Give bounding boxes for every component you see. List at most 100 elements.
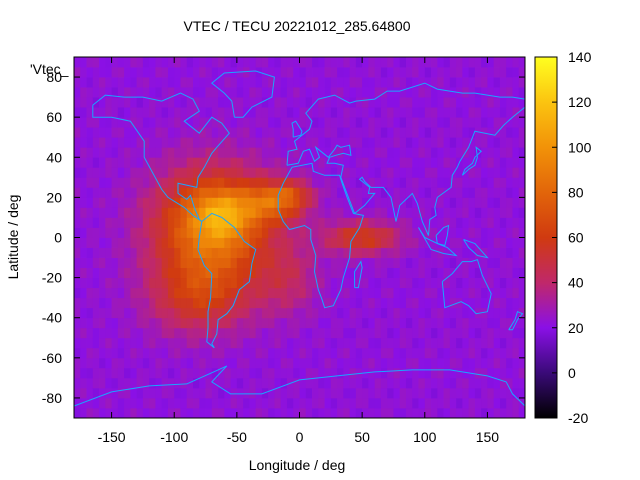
- heatmap-cell: [211, 357, 219, 369]
- heatmap-cell: [149, 187, 156, 198]
- heatmap-cell: [180, 257, 188, 268]
- heatmap-cell: [280, 207, 288, 218]
- heatmap-cell: [92, 247, 100, 258]
- heatmap-cell: [142, 397, 150, 409]
- heatmap-cell: [74, 227, 81, 238]
- heatmap-cell: [142, 57, 150, 68]
- heatmap-cell: [487, 157, 495, 168]
- heatmap-cell: [380, 397, 388, 409]
- heatmap-cell: [236, 257, 244, 268]
- heatmap-cell: [324, 197, 332, 208]
- heatmap-cell: [224, 297, 231, 309]
- heatmap-cell: [161, 97, 169, 108]
- heatmap-cell: [318, 237, 325, 248]
- heatmap-cell: [337, 377, 344, 389]
- heatmap-cell: [155, 57, 163, 68]
- heatmap-cell: [387, 77, 394, 88]
- heatmap-cell: [92, 187, 100, 198]
- heatmap-cell: [518, 227, 526, 238]
- heatmap-cell: [405, 227, 413, 238]
- heatmap-cell: [193, 317, 200, 329]
- heatmap-cell: [443, 237, 451, 248]
- heatmap-cell: [424, 107, 432, 118]
- heatmap-cell: [324, 187, 332, 198]
- heatmap-cell: [424, 377, 432, 389]
- heatmap-cell: [205, 87, 213, 98]
- heatmap-cell: [449, 337, 457, 349]
- heatmap-cell: [449, 127, 457, 138]
- heatmap-cell: [136, 287, 144, 299]
- heatmap-cell: [518, 337, 526, 349]
- heatmap-cell: [124, 367, 131, 379]
- heatmap-cell: [493, 157, 501, 168]
- heatmap-cell: [299, 127, 307, 138]
- heatmap-cell: [355, 357, 363, 369]
- heatmap-cell: [105, 227, 112, 238]
- heatmap-cell: [418, 347, 426, 359]
- heatmap-cell: [487, 107, 495, 118]
- heatmap-cell: [274, 347, 282, 359]
- heatmap-cell: [155, 357, 163, 369]
- heatmap-cell: [186, 407, 194, 419]
- heatmap-cell: [249, 117, 257, 128]
- heatmap-cell: [274, 267, 282, 279]
- heatmap-cell: [380, 87, 388, 98]
- heatmap-cell: [86, 77, 94, 88]
- heatmap-cell: [286, 327, 294, 339]
- heatmap-cell: [111, 57, 119, 68]
- heatmap-cell: [293, 197, 300, 208]
- heatmap-cell: [305, 257, 313, 268]
- heatmap-cell: [418, 257, 426, 268]
- heatmap-cell: [268, 337, 275, 349]
- heatmap-cell: [149, 377, 156, 389]
- heatmap-cell: [224, 197, 231, 208]
- heatmap-cell: [130, 377, 138, 389]
- heatmap-cell: [268, 117, 275, 128]
- heatmap-cell: [468, 327, 476, 339]
- heatmap-cell: [205, 267, 213, 279]
- heatmap-cell: [174, 137, 181, 148]
- heatmap-cell: [487, 327, 495, 339]
- heatmap-cell: [487, 67, 495, 78]
- heatmap-cell: [506, 227, 513, 238]
- heatmap-cell: [499, 157, 507, 168]
- heatmap-cell: [337, 77, 344, 88]
- heatmap-cell: [506, 317, 513, 329]
- heatmap-cell: [255, 127, 263, 138]
- y-tick-label: -80: [42, 390, 62, 406]
- heatmap-cell: [424, 297, 432, 309]
- heatmap-cell: [518, 137, 526, 148]
- heatmap-cell: [74, 197, 81, 208]
- heatmap-cell: [506, 197, 513, 208]
- heatmap-cell: [142, 387, 150, 399]
- heatmap-cell: [249, 247, 257, 258]
- heatmap-cell: [130, 177, 138, 188]
- heatmap-cell: [280, 227, 288, 238]
- heatmap-cell: [86, 107, 94, 118]
- heatmap-cell: [380, 127, 388, 138]
- heatmap-cell: [255, 317, 263, 329]
- heatmap-cell: [374, 317, 382, 329]
- heatmap-cell: [236, 227, 244, 238]
- heatmap-cell: [236, 337, 244, 349]
- heatmap-cell: [274, 207, 282, 218]
- heatmap-cell: [393, 177, 401, 188]
- heatmap-cell: [99, 407, 106, 419]
- heatmap-cell: [99, 287, 106, 299]
- heatmap-cell: [136, 257, 144, 268]
- heatmap-cell: [431, 287, 438, 299]
- heatmap-cell: [368, 107, 376, 118]
- heatmap-cell: [74, 97, 81, 108]
- heatmap-cell: [362, 77, 369, 88]
- heatmap-cell: [280, 277, 288, 289]
- heatmap-cell: [74, 357, 81, 369]
- heatmap-cell: [293, 337, 300, 349]
- heatmap-cell: [499, 227, 507, 238]
- heatmap-cell: [86, 277, 94, 289]
- heatmap-cell: [368, 277, 376, 289]
- heatmap-cell: [205, 117, 213, 128]
- heatmap-cell: [274, 57, 282, 68]
- heatmap-cell: [431, 167, 438, 178]
- heatmap-cell: [99, 357, 106, 369]
- heatmap-cell: [387, 197, 394, 208]
